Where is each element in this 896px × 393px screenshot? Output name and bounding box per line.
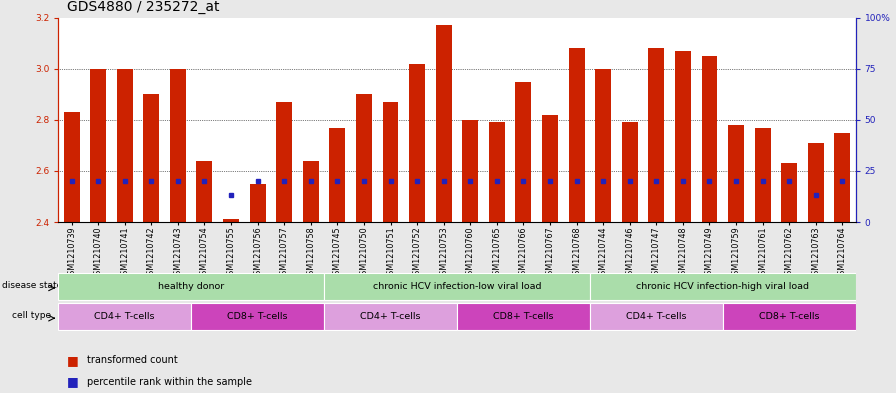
Bar (383, 102, 399, 222)
Bar (196, 161, 212, 222)
Bar (834, 132, 850, 222)
Bar (457, 303, 590, 331)
Bar (723, 303, 856, 331)
Text: CD4+ T-cells: CD4+ T-cells (360, 312, 421, 321)
Bar (90, 69, 106, 222)
Bar (356, 94, 372, 222)
Text: GDS4880 / 235272_at: GDS4880 / 235272_at (67, 0, 220, 14)
Bar (58, 303, 191, 331)
Bar (702, 56, 718, 222)
Bar (489, 122, 504, 222)
Text: CD8+ T-cells: CD8+ T-cells (759, 312, 820, 321)
Bar (808, 143, 823, 222)
Text: CD4+ T-cells: CD4+ T-cells (626, 312, 686, 321)
Bar (324, 303, 457, 331)
Text: CD8+ T-cells: CD8+ T-cells (228, 312, 288, 321)
Bar (590, 273, 856, 300)
Bar (590, 303, 723, 331)
Bar (250, 184, 265, 222)
Bar (170, 69, 185, 222)
Bar (191, 303, 324, 331)
Bar (728, 125, 744, 222)
Bar (754, 127, 771, 222)
Text: percentile rank within the sample: percentile rank within the sample (87, 377, 252, 387)
Bar (143, 94, 159, 222)
Bar (649, 48, 664, 222)
Text: healthy donor: healthy donor (158, 282, 224, 291)
Bar (223, 219, 239, 222)
Text: chronic HCV infection-low viral load: chronic HCV infection-low viral load (373, 282, 541, 291)
Bar (116, 69, 133, 222)
Text: CD8+ T-cells: CD8+ T-cells (493, 312, 554, 321)
Bar (595, 69, 611, 222)
Bar (330, 127, 345, 222)
Text: disease state: disease state (2, 281, 62, 290)
Text: chronic HCV infection-high viral load: chronic HCV infection-high viral load (636, 282, 809, 291)
Bar (58, 273, 324, 300)
Text: cell type: cell type (13, 311, 52, 320)
Bar (64, 112, 80, 222)
Bar (781, 163, 797, 222)
Bar (303, 161, 319, 222)
Bar (435, 25, 452, 222)
Bar (515, 81, 531, 222)
Bar (462, 120, 478, 222)
Bar (622, 122, 638, 222)
Bar (409, 64, 425, 222)
Bar (324, 273, 590, 300)
Text: ■: ■ (67, 354, 79, 367)
Bar (276, 102, 292, 222)
Bar (542, 115, 558, 222)
Text: ■: ■ (67, 375, 79, 389)
Bar (569, 48, 584, 222)
Bar (675, 51, 691, 222)
Text: CD4+ T-cells: CD4+ T-cells (94, 312, 155, 321)
Text: transformed count: transformed count (87, 355, 177, 365)
